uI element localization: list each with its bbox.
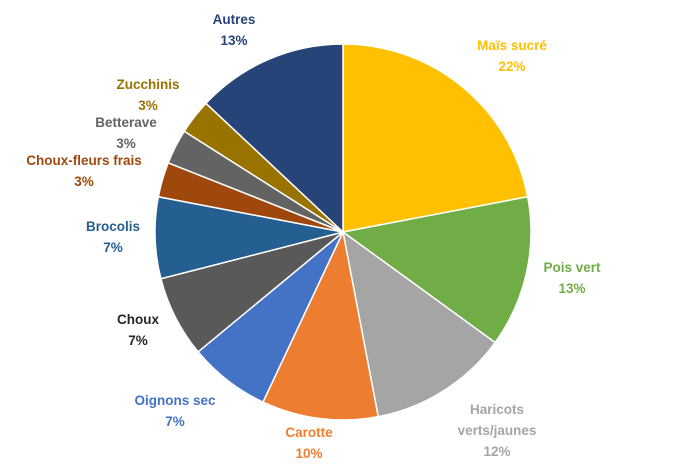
slice-autres: [204, 43, 344, 234]
label-text: Betterave: [95, 115, 157, 130]
label-percent: 3%: [116, 136, 136, 151]
label-carotte: Carotte 10%: [285, 425, 333, 461]
slice-mais-sucre: [342, 43, 529, 233]
label-text: Choux: [117, 312, 159, 327]
label-percent: 13%: [220, 33, 247, 48]
label-text: Maïs sucré: [477, 38, 547, 53]
label-text: verts/jaunes: [458, 423, 537, 438]
label-text: Haricots: [470, 402, 524, 417]
label-brocolis: Brocolis 7%: [86, 219, 140, 255]
label-percent: 3%: [138, 98, 158, 113]
label-percent: 7%: [128, 333, 148, 348]
label-text: Autres: [213, 12, 256, 27]
label-zucchinis: Zucchinis 3%: [116, 77, 179, 113]
label-percent: 22%: [498, 59, 525, 74]
label-percent: 10%: [295, 446, 322, 461]
label-percent: 12%: [483, 444, 510, 459]
label-pois-vert: Pois vert 13%: [543, 260, 601, 296]
label-text: Zucchinis: [116, 77, 179, 92]
label-choux: Choux 7%: [117, 312, 159, 348]
label-percent: 3%: [74, 174, 94, 189]
pie-slices: [154, 43, 532, 421]
label-betterave: Betterave 3%: [95, 115, 157, 151]
label-choux-fleurs-frais: Choux-fleurs frais 3%: [26, 153, 142, 189]
slice-carotte: [261, 229, 380, 421]
label-percent: 7%: [103, 240, 123, 255]
label-text: Pois vert: [543, 260, 601, 275]
label-text: Carotte: [285, 425, 333, 440]
pie-labels: Maïs sucré 22% Pois vert 13% Haricots verts/j…: [26, 12, 601, 461]
label-text: Brocolis: [86, 219, 140, 234]
label-mais-sucre: Maïs sucré 22%: [477, 38, 547, 74]
slice-haricots-verts-jaunes: [341, 230, 497, 418]
label-oignons-sec: Oignons sec 7%: [134, 393, 216, 429]
label-haricots-verts-jaunes: Haricots verts/jaunes 12%: [458, 402, 537, 459]
label-text: Choux-fleurs frais: [26, 153, 142, 168]
label-percent: 13%: [558, 281, 585, 296]
label-percent: 7%: [165, 414, 185, 429]
label-text: Oignons sec: [134, 393, 216, 408]
label-autres: Autres 13%: [213, 12, 256, 48]
slice-pois-vert: [341, 195, 532, 344]
